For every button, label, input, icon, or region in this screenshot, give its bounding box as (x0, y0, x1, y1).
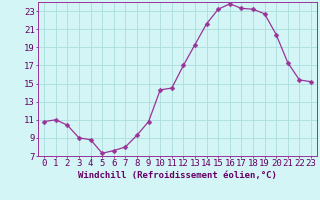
X-axis label: Windchill (Refroidissement éolien,°C): Windchill (Refroidissement éolien,°C) (78, 171, 277, 180)
